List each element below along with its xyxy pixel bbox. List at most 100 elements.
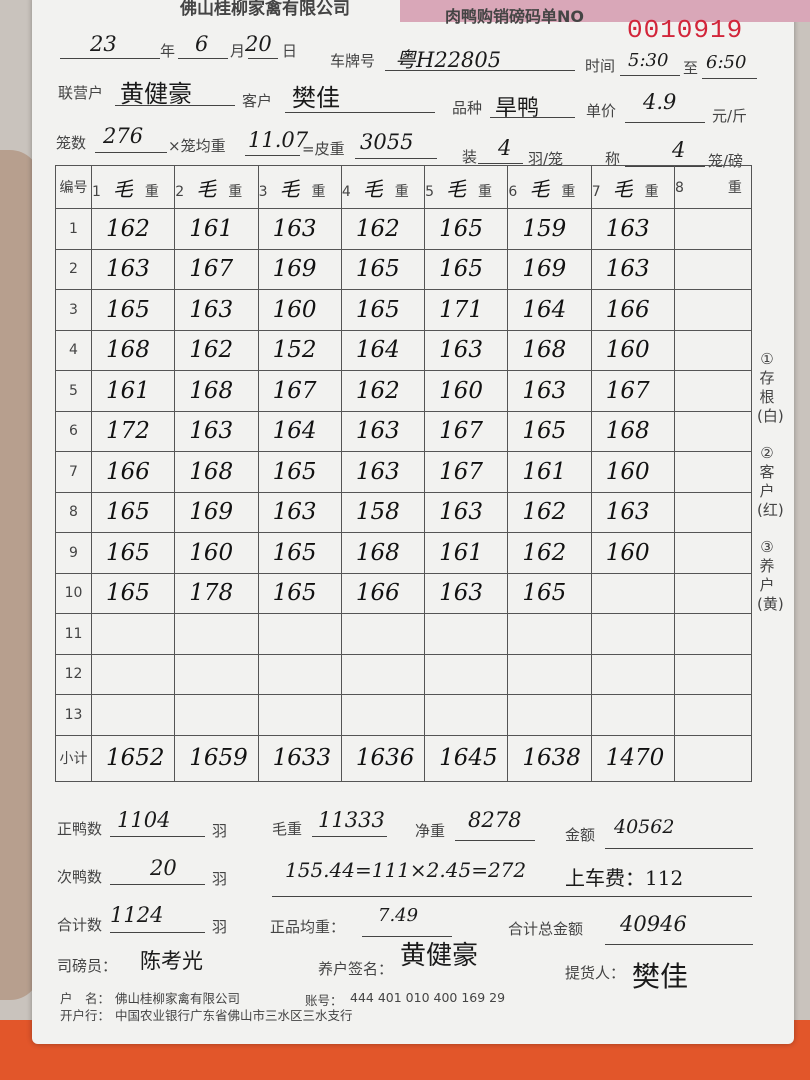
table-row: 8 165 169 163 158 163 162 163 xyxy=(55,491,753,533)
row-number: 5 xyxy=(55,370,92,412)
avg-weight-value: 7.49 xyxy=(378,905,419,926)
weight-cell: 163 xyxy=(590,208,675,250)
gross-mark: 毛 xyxy=(112,176,133,201)
weight-cell xyxy=(673,329,753,371)
weight-cell: 163 xyxy=(424,491,509,533)
form-title: 肉鸭购销磅码单NO xyxy=(445,7,584,26)
weight-cell: 162 xyxy=(174,329,259,371)
weigher-label: 司磅员： xyxy=(57,957,118,975)
net-weight-value: 8278 xyxy=(468,808,522,832)
gross-mark: 毛 xyxy=(612,176,633,201)
good-ducks-value: 1104 xyxy=(117,808,171,832)
per-cage-label: 装 xyxy=(462,148,478,166)
second-ducks-value: 20 xyxy=(150,856,177,880)
row-number: 11 xyxy=(55,613,92,655)
weight-cell: 165 xyxy=(90,532,176,574)
weight-cell: 163 xyxy=(590,491,675,533)
year-label: 年 xyxy=(160,42,176,60)
table-row: 9 165 160 165 168 161 162 160 xyxy=(55,532,753,574)
column-number: 2 xyxy=(175,183,185,200)
weight-cell xyxy=(590,653,675,695)
weight-cell xyxy=(424,653,509,695)
weight-cell: 160 xyxy=(424,370,509,412)
weight-cell: 162 xyxy=(340,208,426,250)
weight-cell: 165 xyxy=(257,451,342,493)
tare-label: =皮重 xyxy=(302,140,345,158)
customer-value: 樊佳 xyxy=(292,84,340,112)
table-row: 2 163 167 169 165 165 169 163 xyxy=(55,248,753,290)
weight-cell: 165 xyxy=(90,572,176,614)
row-number: 1 xyxy=(55,208,92,250)
company-name: 佛山桂柳家禽有限公司 xyxy=(180,0,350,19)
weight-cell: 165 xyxy=(90,491,176,533)
weight-cell: 169 xyxy=(174,491,259,533)
row-number: 3 xyxy=(55,289,92,331)
row-number: 7 xyxy=(55,451,92,493)
weight-cell: 163 xyxy=(257,491,342,533)
weight-cell: 166 xyxy=(340,572,426,614)
weight-cell xyxy=(673,451,753,493)
weight-cell: 164 xyxy=(507,289,592,331)
date-day: 20 xyxy=(245,32,272,56)
table-row: 11 xyxy=(55,613,753,655)
weight-cell xyxy=(90,694,176,736)
weight-cell xyxy=(507,613,592,655)
table-row: 4 168 162 152 164 163 168 160 xyxy=(55,329,753,371)
farmer-sign-label: 养户签名： xyxy=(318,960,394,978)
serial-number: 0010919 xyxy=(627,15,744,45)
weight-cell xyxy=(590,572,675,614)
weight-cell xyxy=(90,613,176,655)
weight-cell: 163 xyxy=(340,451,426,493)
table-row: 6 172 163 164 163 167 165 168 xyxy=(55,410,753,452)
customer-label: 客户 xyxy=(242,92,273,110)
weight-cell xyxy=(174,613,259,655)
weight-table: 编号 1 毛重 2 毛重 3 毛重 4 毛重 5 毛重 6 毛重 7 毛重 8 重 1 162 161 163 162 16… xyxy=(55,165,753,782)
weight-cell xyxy=(673,694,753,736)
subtotal-cell: 1633 xyxy=(257,734,342,782)
total-count-unit: 羽 xyxy=(212,918,228,936)
weight-cell: 161 xyxy=(507,451,592,493)
column-number: 8 xyxy=(674,180,684,196)
total-count-value: 1124 xyxy=(110,903,164,927)
weight-cell: 160 xyxy=(257,289,342,331)
table-row: 5 161 168 167 162 160 163 167 xyxy=(55,370,753,412)
total-count-label: 合计数 xyxy=(57,916,103,934)
copy-legend: ①存根(白) ②客户(红) ③养户(黄) xyxy=(757,350,784,614)
table-row: 3 165 163 160 165 171 164 166 xyxy=(55,289,753,331)
weight-cell: 165 xyxy=(340,248,426,290)
per-cage-value: 4 xyxy=(498,136,512,160)
time-from: 5:30 xyxy=(628,50,669,71)
weight-cell xyxy=(673,613,753,655)
weight-label: 重 xyxy=(228,183,243,200)
weight-cell: 167 xyxy=(257,370,342,412)
weight-cell xyxy=(257,613,342,655)
subtotal-cell: 1659 xyxy=(174,734,259,782)
partner-label: 联营户 xyxy=(58,84,104,102)
weight-cell: 162 xyxy=(507,491,592,533)
weight-cell: 159 xyxy=(507,208,592,250)
weight-cell: 166 xyxy=(90,451,176,493)
weight-cell: 163 xyxy=(257,208,342,250)
row-number: 4 xyxy=(55,329,92,371)
cage-count-value: 276 xyxy=(103,124,144,148)
copy-customer: ②客户(红) xyxy=(757,444,784,519)
farmer-signature: 黄健豪 xyxy=(400,941,479,971)
weight-cell: 162 xyxy=(507,532,592,574)
weight-cell xyxy=(673,532,753,574)
weight-cell: 168 xyxy=(590,410,675,452)
column-number: 7 xyxy=(591,183,601,200)
gross-mark: 毛 xyxy=(279,176,300,201)
subtotal-cell: 1645 xyxy=(424,734,509,782)
weight-cell xyxy=(507,694,592,736)
partner-value: 黄健豪 xyxy=(120,80,192,108)
subtotal-cell: 1636 xyxy=(340,734,426,782)
table-row: 10 165 178 165 166 163 165 xyxy=(55,572,753,614)
weight-cell xyxy=(673,410,753,452)
picker-label: 提货人： xyxy=(565,964,626,982)
weight-cell xyxy=(673,491,753,533)
